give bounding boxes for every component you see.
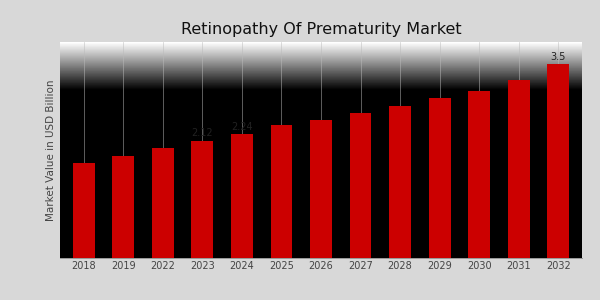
Bar [547,64,569,258]
Bar [231,134,253,258]
Bar [350,113,371,258]
Bar [508,80,530,258]
Text: 3.5: 3.5 [551,52,566,62]
Bar [112,155,134,258]
Bar [191,141,213,258]
Title: Retinopathy Of Prematurity Market: Retinopathy Of Prematurity Market [181,22,461,37]
Bar [73,163,95,258]
Text: 2.24: 2.24 [231,122,253,132]
Text: 2.12: 2.12 [191,128,213,138]
Y-axis label: Market Value in USD Billion: Market Value in USD Billion [46,79,56,221]
Bar [389,106,411,258]
Bar [310,119,332,258]
Bar [429,98,451,258]
Bar [271,125,292,258]
Bar [469,91,490,258]
Bar [152,148,173,258]
